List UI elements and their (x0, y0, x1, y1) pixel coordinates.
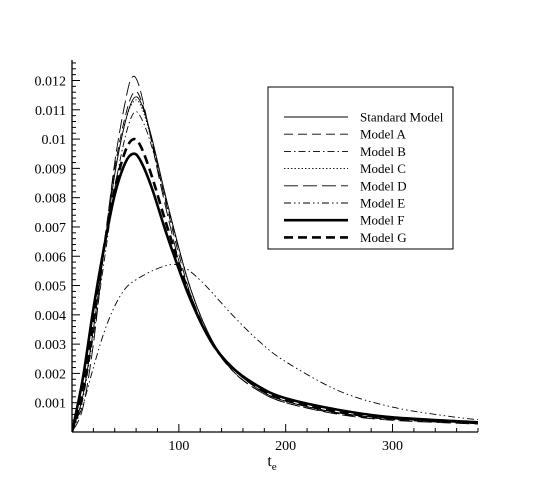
x-tick-label: 100 (168, 439, 189, 454)
legend-label: Model D (360, 178, 407, 193)
series-line-model-g (72, 137, 478, 432)
y-tick-label: 0.012 (35, 75, 67, 90)
x-axis-label: te (267, 453, 276, 473)
y-tick-label: 0.008 (35, 192, 67, 207)
legend: Standard Model Model A Model B Model C Model… (267, 86, 454, 250)
series-line-model-f (72, 152, 478, 432)
legend-label: Model E (360, 196, 405, 211)
y-tick-label: 0.009 (35, 162, 67, 177)
legend-label: Standard Model (360, 110, 444, 125)
y-tick-label: 0.001 (35, 397, 67, 412)
legend-box (267, 86, 454, 250)
x-tick-label: 200 (275, 439, 296, 454)
legend-label: Model F (360, 213, 404, 228)
x-tick-label: 300 (382, 439, 403, 454)
axes: 0.001 0.002 0.003 0.004 0.005 0.006 0.007 0.008… (35, 60, 479, 473)
y-tick-label: 0.004 (35, 309, 67, 324)
y-tick-label: 0.011 (35, 104, 66, 119)
y-tick-label: 0.002 (35, 367, 67, 382)
legend-label: Model C (360, 161, 406, 176)
y-tick-label: 0.006 (35, 250, 67, 265)
y-tick-label: 0.01 (42, 133, 67, 148)
y-tick-label: 0.007 (35, 221, 67, 236)
series-line-model-d (72, 75, 478, 432)
y-tick-label: 0.003 (35, 338, 67, 353)
legend-label: Model B (360, 144, 406, 159)
y-tick-label: 0.005 (35, 280, 67, 295)
series-line-model-b (72, 111, 478, 432)
plot-area (72, 75, 478, 432)
legend-label: Model A (360, 127, 406, 142)
legend-label: Model G (360, 230, 407, 245)
series-line-model-e (72, 263, 478, 432)
